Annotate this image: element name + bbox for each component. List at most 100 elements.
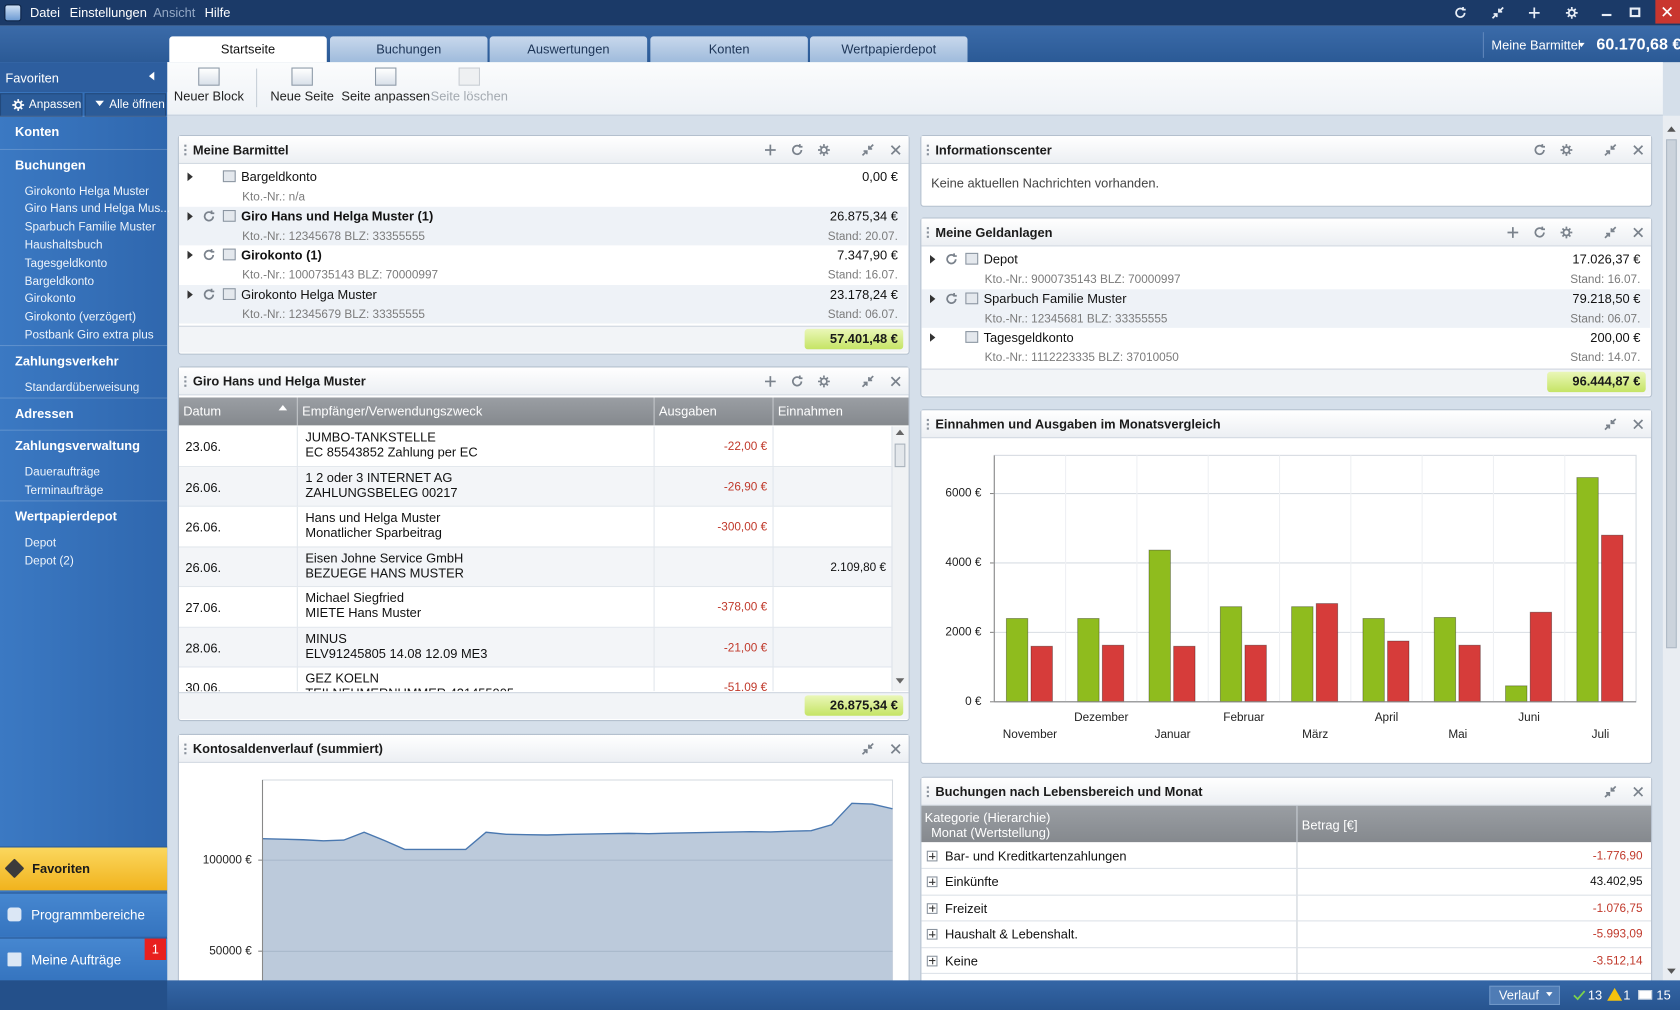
sidebar-section[interactable] — [0, 846, 168, 891]
column-header[interactable]: Datum — [183, 403, 222, 419]
table-row[interactable] — [178, 627, 892, 668]
tab[interactable]: Auswertungen — [489, 36, 648, 63]
arrow[interactable] — [148, 71, 155, 81]
maximize[interactable] — [1629, 7, 1641, 18]
icon-close[interactable] — [1661, 5, 1674, 18]
sidebar-item[interactable]: Girokonto — [24, 292, 76, 306]
column-header[interactable]: Betrag [€] — [1301, 817, 1358, 833]
account-name[interactable]: Tagesgeldkonto — [983, 330, 1074, 346]
sidebar-group[interactable]: Buchungen — [15, 156, 86, 172]
icon-close[interactable] — [1632, 418, 1645, 431]
sidebar-section-label[interactable]: Meine Aufträge — [31, 952, 122, 968]
icon-collapse[interactable] — [861, 144, 874, 157]
account-name[interactable]: Girokonto Helga Muster — [241, 286, 377, 302]
sidebar-button-label[interactable]: Alle öffnen — [109, 98, 165, 112]
arrow[interactable] — [187, 289, 193, 299]
sidebar-item[interactable]: Terminaufträge — [24, 484, 104, 498]
sidebar-item[interactable]: Standardüberweisung — [24, 381, 140, 395]
menu-item[interactable]: Datei — [30, 5, 61, 21]
sidebar-item[interactable]: Giro Hans und Helga Mus... — [24, 202, 171, 216]
icon-refresh[interactable] — [791, 144, 804, 157]
icon-plus[interactable] — [1528, 6, 1541, 19]
icon-gear[interactable] — [818, 144, 831, 157]
icon-refresh[interactable] — [1533, 144, 1546, 157]
icon-plus[interactable] — [764, 144, 777, 157]
table-row[interactable] — [178, 506, 892, 547]
sidebar-item[interactable]: Postbank Giro extra plus — [24, 328, 154, 342]
tab[interactable]: Startseite — [169, 36, 327, 63]
menu-item[interactable]: Hilfe — [204, 5, 231, 21]
arrow[interactable] — [930, 333, 936, 342]
icon-gear[interactable] — [1565, 6, 1578, 19]
arrow[interactable] — [95, 100, 104, 107]
icon-refresh[interactable] — [945, 253, 958, 266]
mail-icon[interactable] — [1638, 990, 1653, 1000]
arrow[interactable] — [1667, 968, 1676, 974]
arrow[interactable] — [930, 294, 936, 303]
sidebar-item[interactable]: Depot (2) — [24, 555, 74, 568]
arrow[interactable] — [1578, 42, 1585, 48]
table-row[interactable] — [178, 587, 892, 628]
warning-icon[interactable] — [1607, 987, 1623, 1001]
sidebar-button[interactable] — [84, 93, 167, 117]
sidebar-item[interactable]: Haushaltsbuch — [24, 238, 103, 252]
toolbar-button[interactable]: Neuer Block — [173, 88, 244, 104]
column-header[interactable]: Ausgaben — [658, 403, 717, 419]
icon-plus[interactable] — [1506, 226, 1519, 239]
icon-collapse[interactable] — [1604, 144, 1617, 157]
sidebar-group[interactable]: Wertpapierdepot — [15, 509, 117, 525]
sidebar-item[interactable]: Depot — [24, 536, 57, 550]
sidebar-section[interactable] — [0, 892, 168, 937]
sidebar-group[interactable]: Adressen — [15, 405, 74, 421]
arrow[interactable] — [895, 678, 905, 684]
icon-collapse[interactable] — [1604, 226, 1617, 239]
sidebar-item[interactable]: Sparbuch Familie Muster — [24, 220, 156, 234]
icon-collapse[interactable] — [1491, 6, 1504, 19]
icon-check[interactable] — [1573, 989, 1586, 1002]
column-header[interactable]: Empfänger/Verwendungszweck — [302, 403, 483, 419]
sidebar-section[interactable] — [0, 937, 168, 982]
table-row[interactable] — [921, 948, 1652, 974]
icon-collapse[interactable] — [861, 375, 874, 388]
icon-close[interactable] — [889, 144, 902, 157]
icon-close[interactable] — [1632, 144, 1645, 157]
sidebar-item[interactable]: Daueraufträge — [24, 466, 100, 480]
icon-refresh[interactable] — [203, 249, 216, 262]
arrow[interactable] — [1667, 126, 1676, 132]
icon-gear[interactable] — [1560, 226, 1573, 239]
table-row[interactable] — [178, 546, 892, 588]
sidebar-button[interactable] — [0, 93, 83, 117]
account-name[interactable]: Giro Hans und Helga Muster (1) — [241, 208, 434, 224]
sidebar-group[interactable]: Zahlungsverwaltung — [15, 438, 141, 454]
icon-close[interactable] — [889, 375, 902, 388]
sidebar-item[interactable]: Girokonto Helga Muster — [24, 184, 150, 198]
toolbar-button[interactable]: Neue Seite — [270, 88, 334, 104]
arrow[interactable] — [930, 255, 936, 264]
sidebar-group[interactable]: Konten — [15, 124, 60, 140]
account-name[interactable]: Bargeldkonto — [241, 169, 317, 185]
column-header[interactable]: Kategorie (Hierarchie) — [924, 810, 1051, 826]
sidebar-section-label[interactable]: Programmbereiche — [31, 907, 145, 923]
table-row[interactable] — [921, 843, 1652, 870]
icon-refresh[interactable] — [203, 209, 216, 222]
icon-collapse[interactable] — [861, 742, 874, 756]
account-name[interactable]: Sparbuch Familie Muster — [983, 290, 1127, 306]
icon-collapse[interactable] — [1604, 418, 1617, 431]
minimize[interactable] — [1601, 13, 1612, 17]
arrow[interactable] — [895, 429, 905, 436]
history-label[interactable]: Verlauf — [1498, 987, 1539, 1003]
icon-close[interactable] — [1632, 785, 1645, 798]
account-name[interactable]: Depot — [983, 251, 1018, 267]
arrow[interactable] — [1546, 992, 1553, 997]
sidebar-button-label[interactable]: Anpassen — [28, 98, 82, 112]
sidebar-item[interactable]: Bargeldkonto — [24, 274, 95, 288]
menu-item[interactable]: Einstellungen — [69, 5, 147, 21]
icon-gear[interactable] — [818, 375, 831, 388]
account-name[interactable]: Girokonto (1) — [241, 247, 322, 263]
tab[interactable]: Konten — [650, 36, 808, 63]
icon-close[interactable] — [1632, 226, 1645, 239]
icon-plus[interactable] — [764, 375, 777, 388]
menu-item[interactable]: Ansicht — [153, 5, 196, 21]
icon-refresh[interactable] — [203, 288, 216, 301]
arrow[interactable] — [278, 405, 288, 411]
